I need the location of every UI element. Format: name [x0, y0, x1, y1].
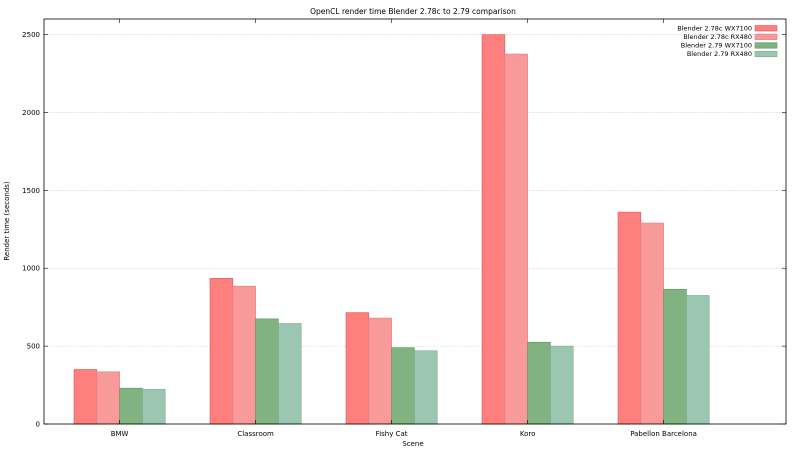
bar: [209, 278, 234, 425]
bar: [119, 387, 143, 425]
y-tick-label: 2500: [22, 31, 40, 39]
y-tick-label: 0: [36, 421, 40, 429]
bar: [96, 371, 120, 425]
y-tick-label: 500: [27, 343, 40, 351]
bar: [255, 318, 279, 425]
bar: [345, 312, 370, 425]
chart-title: OpenCL render time Blender 2.78c to 2.79…: [310, 7, 516, 16]
x-axis-label: Scene: [402, 440, 423, 448]
bar: [414, 350, 438, 425]
legend-label: Blender 2.79 RX480: [687, 50, 752, 58]
y-tick-label: 1000: [22, 265, 40, 273]
bar: [368, 317, 392, 425]
bar: [481, 34, 506, 425]
x-tick-label: Pabellon Barcelona: [630, 430, 697, 438]
legend-label: Blender 2.78c WX7100: [677, 24, 752, 32]
bar: [232, 285, 256, 425]
legend-label: Blender 2.78c RX480: [683, 33, 752, 41]
y-tick-label: 2000: [22, 109, 40, 117]
bar: [391, 347, 415, 425]
x-tick-label: Koro: [520, 430, 536, 438]
x-tick-label: BMW: [111, 430, 129, 438]
legend-swatch: [754, 25, 778, 32]
bar: [617, 211, 642, 425]
legend-swatch: [754, 33, 778, 40]
x-axis: BMW Classroom Fishy Cat Koro Pabellon Barcel…: [111, 19, 697, 438]
legend-swatch: [754, 42, 778, 49]
y-axis-label: Render time (seconds): [3, 181, 11, 261]
plot-frame: [43, 18, 787, 425]
bars: [73, 34, 710, 425]
y-tick-label: 1500: [22, 187, 40, 195]
bar: [73, 369, 98, 425]
bar: [640, 222, 664, 425]
bar: [663, 288, 687, 425]
bar: [686, 295, 710, 425]
x-tick-label: Fishy Cat: [376, 430, 408, 438]
bar: [504, 53, 528, 425]
legend-swatch: [754, 50, 778, 58]
bar: [142, 389, 166, 425]
bar: [527, 341, 551, 425]
legend-label: Blender 2.79 WX7100: [681, 42, 752, 50]
x-tick-label: Classroom: [237, 430, 274, 438]
bar: [550, 345, 574, 425]
y-axis: 0 500 1000 1500 2000 2500: [22, 31, 786, 429]
bar: [278, 323, 302, 425]
